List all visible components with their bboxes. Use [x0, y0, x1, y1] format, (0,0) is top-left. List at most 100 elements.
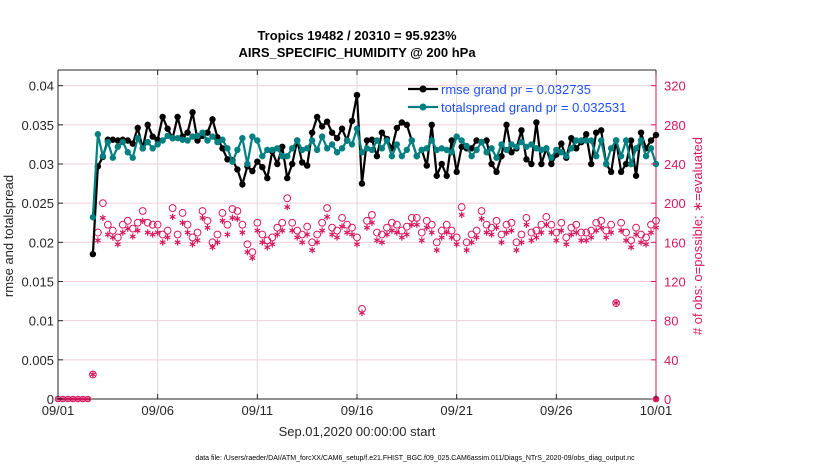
obs-possible-marker	[228, 205, 237, 213]
totalspread-point	[503, 146, 510, 154]
obs-possible-marker	[303, 222, 312, 231]
obs-possible-marker	[602, 226, 611, 235]
obs-evaluated-marker	[329, 231, 336, 238]
obs-evaluated-marker	[533, 234, 540, 241]
obs-possible-marker	[343, 220, 351, 229]
rmse-point	[378, 129, 386, 136]
rmse-point	[184, 129, 191, 136]
y-tick-label-left: 0.02	[29, 235, 54, 250]
obs-evaluated-marker	[94, 237, 101, 244]
obs-evaluated-marker	[269, 241, 276, 248]
obs-possible-marker	[143, 218, 152, 227]
obs-possible-marker	[193, 228, 202, 237]
line-series	[89, 91, 660, 258]
obs-evaluated-marker	[154, 229, 161, 236]
totalspread-point	[224, 145, 231, 152]
rmse-point	[249, 167, 256, 175]
rmse-point	[568, 134, 575, 142]
obs-possible-marker	[392, 220, 401, 229]
obs-possible-marker	[308, 238, 317, 247]
obs-evaluated-marker	[284, 203, 291, 211]
totalspread-point	[124, 149, 131, 156]
totalspread-point	[448, 149, 455, 156]
x-tick-label: 09/26	[540, 403, 573, 418]
y-tick-label-right: 200	[664, 196, 686, 211]
totalspread-point	[593, 152, 600, 160]
obs-evaluated-marker	[184, 229, 191, 236]
rmse-point	[328, 129, 336, 136]
rmse-point	[89, 250, 97, 258]
y-tick-label-left: 0.025	[21, 196, 54, 211]
obs-possible-marker	[642, 233, 650, 242]
obs-possible-marker	[562, 233, 571, 242]
data-file-footnote: data file: /Users/raeder/DAI/ATM_forcXX/…	[195, 455, 635, 462]
totalspread-point	[194, 132, 201, 139]
obs-evaluated-marker	[85, 396, 91, 402]
rmse-point	[448, 137, 455, 144]
obs-evaluated-marker	[608, 229, 615, 236]
obs-evaluated-marker	[99, 214, 106, 222]
obs-evaluated-marker	[363, 224, 371, 231]
obs-possible-marker	[412, 213, 421, 222]
rmse-point	[353, 91, 361, 99]
rmse-point	[308, 129, 316, 136]
obs-evaluated-marker	[488, 231, 495, 238]
obs-evaluated-marker	[583, 237, 590, 244]
obs-possible-marker	[93, 228, 102, 237]
rmse-point	[468, 145, 475, 152]
totalspread-point	[144, 138, 151, 146]
totalspread-point	[353, 125, 361, 132]
obs-possible-marker	[387, 218, 396, 227]
totalspread-point	[169, 134, 176, 142]
totalspread-point	[338, 145, 346, 152]
y-tick-label-right: 0	[664, 392, 671, 407]
totalspread-point	[308, 137, 316, 144]
totalspread-point	[408, 137, 416, 144]
y-tick-label-left: 0.015	[21, 275, 54, 290]
totalspread-point	[478, 138, 485, 146]
rmse-point	[363, 137, 371, 144]
totalspread-point	[249, 133, 256, 140]
obs-possible-marker	[218, 209, 227, 217]
obs-possible-marker	[607, 220, 616, 229]
totalspread-point	[583, 137, 590, 144]
rmse-point	[154, 136, 161, 143]
obs-possible-marker	[293, 226, 302, 235]
obs-possible-marker	[323, 204, 332, 212]
totalspread-point	[607, 145, 615, 152]
rmse-point	[194, 137, 201, 144]
obs-possible-marker	[278, 218, 287, 227]
obs-possible-marker	[572, 220, 581, 229]
obs-evaluated-marker	[642, 241, 650, 248]
obs-possible-marker	[338, 213, 346, 222]
obs-evaluated-marker	[563, 241, 570, 248]
obs-evaluated-marker	[652, 224, 660, 231]
rmse-point	[558, 140, 565, 147]
obs-possible-marker	[447, 226, 456, 235]
totalspread-point	[279, 152, 286, 160]
obs-evaluated-marker	[618, 227, 625, 234]
totalspread-point	[219, 136, 226, 143]
totalspread-point	[264, 146, 271, 154]
y-tick-label-right: 80	[664, 314, 678, 329]
obs-possible-marker	[108, 226, 117, 235]
rmse-point	[403, 121, 411, 129]
obs-possible-marker	[507, 218, 516, 227]
obs-possible-marker	[173, 230, 182, 239]
totalspread-point	[573, 137, 580, 144]
obs-evaluated-marker	[473, 234, 480, 241]
obs-possible-marker	[487, 223, 496, 232]
obs-evaluated-marker	[573, 229, 580, 236]
obs-series	[54, 194, 660, 403]
obs-evaluated-marker	[613, 299, 620, 307]
rmse-point	[607, 168, 615, 176]
obs-possible-marker	[103, 220, 112, 229]
totalspread-point	[637, 137, 645, 144]
obs-evaluated-marker	[259, 239, 266, 246]
obs-possible-marker	[313, 230, 322, 239]
obs-possible-marker	[517, 230, 526, 239]
rmse-point	[428, 121, 435, 129]
obs-evaluated-marker	[159, 239, 166, 246]
rmse-point	[219, 145, 226, 152]
